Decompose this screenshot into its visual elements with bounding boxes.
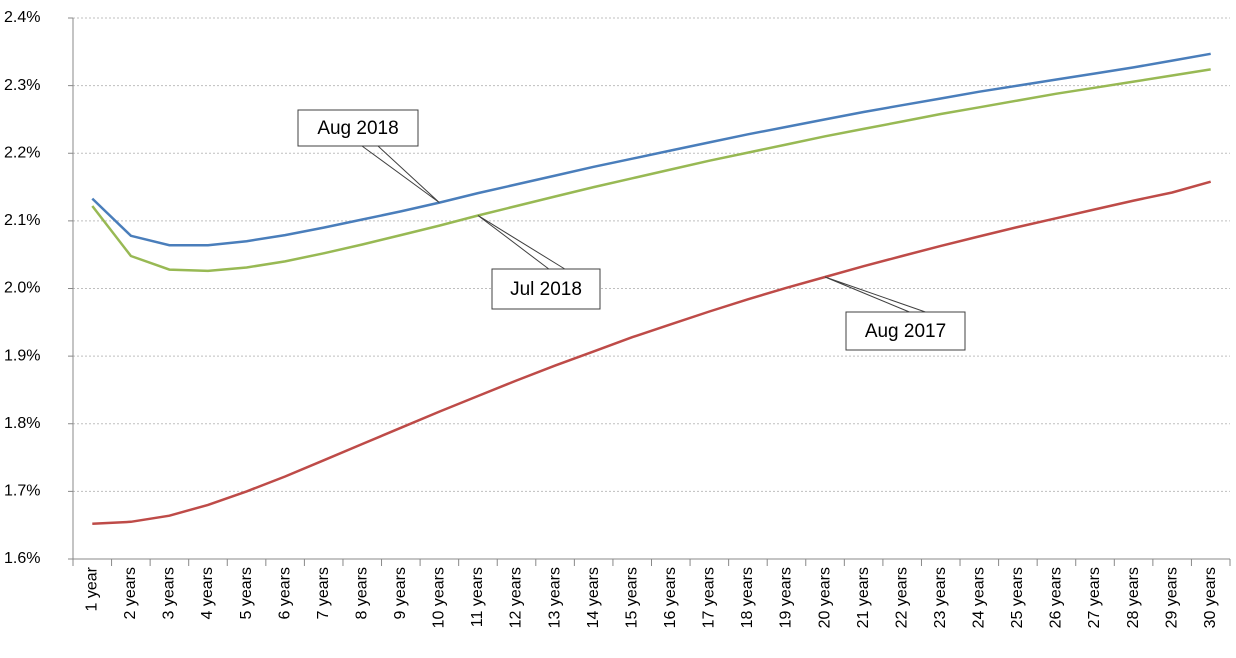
x-tick-label: 3 years [161,567,178,619]
y-tick-label: 1.7% [4,483,40,500]
series-line [91,52,1211,247]
y-tick-label: 1.9% [4,347,40,364]
x-tick-label: 19 years [778,567,795,628]
x-tick-label: 28 years [1125,567,1142,628]
callout-leader [361,145,440,204]
x-tick-label: 23 years [932,567,949,628]
y-tick-label: 1.6% [4,550,40,567]
callout-leader [477,215,566,270]
x-tick-label: 17 years [701,567,718,628]
x-tick-label: 5 years [238,567,255,619]
callout-box [491,268,601,310]
y-tick-label: 2.0% [4,280,40,297]
y-tick-label: 1.8% [4,415,40,432]
x-tick-label: 15 years [623,567,640,628]
callout-box [845,311,966,351]
x-tick-label: 7 years [315,567,332,619]
x-tick-label: 30 years [1202,567,1219,628]
series-line [92,180,1212,526]
x-tick-label: 2 years [122,567,139,619]
x-tick-label: 11 years [469,567,486,627]
y-tick-label: 2.3% [4,77,40,94]
x-tick-label: 22 years [893,567,910,628]
x-tick-label: 29 years [1163,567,1180,628]
x-tick-label: 1 year [84,566,101,611]
x-tick-label: 26 years [1048,567,1065,628]
callout-leader [824,276,926,313]
x-tick-label: 20 years [816,567,833,628]
series-label: Aug 2018 [317,118,398,139]
x-tick-label: 13 years [546,567,563,628]
x-tick-label: 24 years [971,567,988,628]
x-tick-label: 16 years [662,567,679,628]
y-tick-label: 2.4% [4,9,40,26]
x-tick-label: 14 years [585,567,602,628]
x-tick-label: 21 years [855,567,872,628]
y-tick-label: 2.1% [4,212,40,229]
callout-box [297,109,419,147]
series-line [91,68,1211,273]
x-tick-label: 25 years [1009,567,1026,628]
x-tick-label: 10 years [431,567,448,628]
series-label: Aug 2017 [865,321,946,342]
x-tick-label: 12 years [508,567,525,628]
x-tick-label: 4 years [199,567,216,619]
x-tick-label: 18 years [739,567,756,628]
x-tick-label: 27 years [1086,567,1103,628]
x-tick-label: 8 years [353,567,370,619]
x-tick-label: 6 years [276,567,293,619]
y-tick-label: 2.2% [4,144,40,161]
series-label: Jul 2018 [510,279,582,300]
x-tick-label: 9 years [392,567,409,619]
